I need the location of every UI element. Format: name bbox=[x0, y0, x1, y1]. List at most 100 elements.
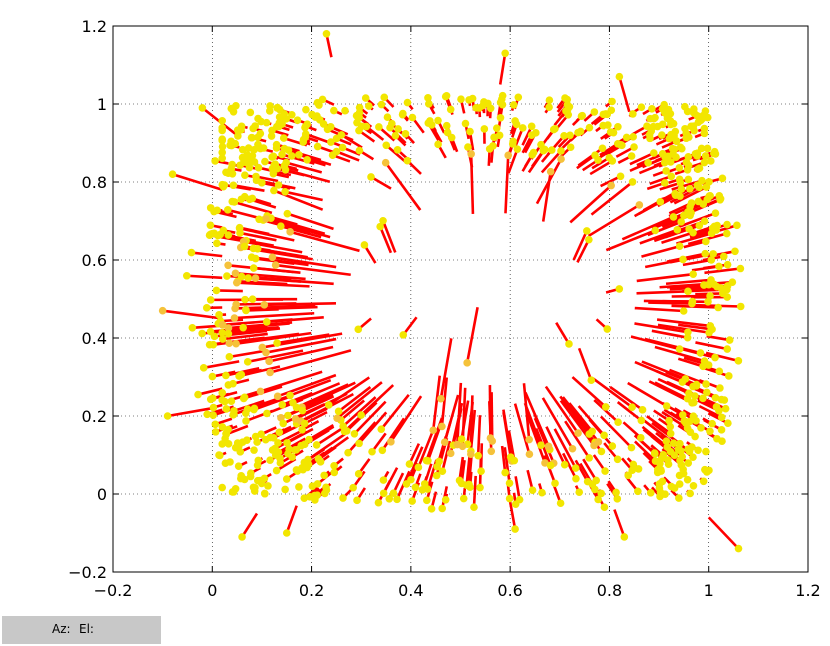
data-point bbox=[278, 120, 286, 128]
data-point bbox=[405, 460, 414, 468]
data-point bbox=[338, 143, 347, 152]
scatter-plot: −0.2 0 0.2 0.4 0.6 0.8 1 1.2 −0.2 0 0.2 0.4 0.6 0.8 1… bbox=[68, 17, 821, 600]
data-point bbox=[278, 400, 287, 409]
displacement-vector bbox=[634, 322, 689, 334]
data-point bbox=[355, 146, 364, 155]
displacement-vector bbox=[389, 395, 423, 443]
data-point bbox=[241, 171, 249, 179]
data-point bbox=[218, 320, 227, 329]
data-point bbox=[251, 483, 259, 492]
data-point bbox=[504, 151, 513, 160]
data-point bbox=[298, 425, 307, 434]
data-point bbox=[678, 452, 686, 461]
data-point bbox=[671, 127, 680, 136]
displacement-vector bbox=[247, 349, 304, 364]
data-point bbox=[220, 181, 229, 189]
data-point bbox=[683, 475, 692, 484]
data-point bbox=[627, 152, 636, 160]
displacement-vector bbox=[671, 283, 705, 289]
displacement-vector bbox=[335, 150, 360, 162]
data-point bbox=[393, 495, 401, 504]
data-point bbox=[669, 439, 678, 447]
data-point bbox=[271, 160, 280, 168]
data-point bbox=[498, 91, 507, 100]
data-point bbox=[274, 448, 283, 456]
displacement-vector bbox=[296, 383, 349, 409]
displacement-vector bbox=[569, 184, 613, 224]
data-point bbox=[608, 157, 617, 165]
data-point bbox=[442, 121, 451, 130]
data-point bbox=[685, 447, 694, 456]
data-point bbox=[222, 371, 230, 380]
displacement-vector bbox=[574, 459, 589, 483]
data-point bbox=[379, 216, 387, 225]
data-point bbox=[225, 353, 234, 361]
displacement-vector bbox=[285, 161, 323, 174]
displacement-vector bbox=[465, 306, 479, 364]
data-point bbox=[281, 188, 289, 196]
data-point bbox=[213, 239, 221, 248]
data-point bbox=[227, 164, 236, 173]
displacement-vector bbox=[381, 417, 406, 451]
data-point bbox=[218, 389, 227, 397]
data-point bbox=[694, 446, 702, 455]
data-point bbox=[591, 151, 599, 159]
data-point bbox=[687, 199, 696, 207]
data-point bbox=[209, 403, 218, 412]
data-point bbox=[711, 393, 720, 402]
data-point bbox=[585, 123, 594, 132]
data-point bbox=[537, 140, 545, 149]
displacement-vector bbox=[257, 247, 308, 259]
data-point bbox=[278, 150, 286, 159]
data-point bbox=[288, 110, 296, 119]
displacement-vector bbox=[385, 144, 407, 164]
data-point bbox=[622, 133, 631, 142]
data-point bbox=[304, 455, 312, 464]
data-point bbox=[721, 404, 730, 413]
displacement-vector bbox=[636, 290, 689, 295]
data-point bbox=[243, 150, 251, 159]
data-point bbox=[253, 245, 262, 253]
displacement-vector bbox=[281, 391, 313, 407]
data-point bbox=[312, 441, 321, 449]
data-point bbox=[657, 454, 666, 463]
data-point bbox=[628, 403, 636, 412]
data-point bbox=[402, 480, 411, 488]
data-point bbox=[691, 392, 699, 400]
displacement-vector bbox=[234, 311, 315, 320]
data-point bbox=[546, 461, 555, 470]
data-point bbox=[466, 127, 474, 136]
data-point bbox=[211, 157, 219, 165]
data-point bbox=[514, 93, 523, 102]
data-point bbox=[334, 407, 343, 416]
data-point bbox=[676, 143, 685, 152]
data-point bbox=[707, 276, 715, 284]
data-point bbox=[671, 189, 679, 198]
data-point bbox=[216, 451, 224, 460]
data-point bbox=[638, 406, 647, 414]
data-point bbox=[538, 488, 546, 497]
data-point bbox=[656, 492, 664, 501]
data-point bbox=[690, 105, 698, 113]
data-point bbox=[457, 95, 465, 104]
data-point bbox=[601, 467, 609, 475]
data-point bbox=[670, 451, 679, 459]
data-point bbox=[327, 138, 335, 146]
data-point bbox=[438, 422, 446, 431]
displacement-vector bbox=[172, 172, 223, 192]
displacement-vector bbox=[353, 400, 387, 435]
data-point bbox=[525, 450, 534, 458]
data-point bbox=[511, 500, 520, 508]
data-point bbox=[282, 529, 291, 537]
data-point bbox=[723, 293, 732, 301]
displacement-vector bbox=[465, 456, 471, 486]
data-point bbox=[544, 442, 553, 451]
data-point bbox=[330, 106, 338, 115]
data-point bbox=[677, 218, 685, 226]
data-point bbox=[232, 300, 240, 309]
scatter-points bbox=[158, 30, 745, 553]
data-point bbox=[685, 417, 694, 426]
data-point bbox=[330, 461, 338, 470]
displacement-vector bbox=[513, 403, 531, 455]
displacement-vector bbox=[654, 345, 705, 363]
